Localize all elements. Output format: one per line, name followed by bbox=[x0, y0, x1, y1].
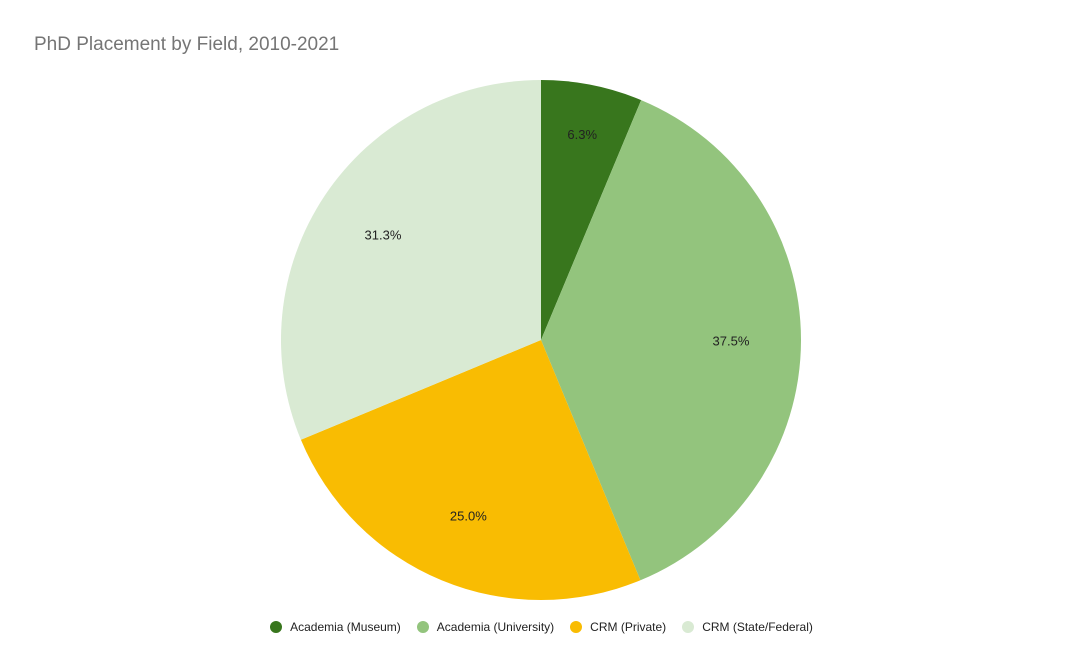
legend-swatch bbox=[682, 621, 695, 633]
slice-academia-university[interactable] bbox=[541, 100, 801, 581]
legend-item-academia-museum[interactable]: Academia (Museum) bbox=[270, 620, 401, 634]
legend-label: CRM (Private) bbox=[590, 620, 667, 634]
legend-item-crm-private[interactable]: CRM (Private) bbox=[570, 620, 666, 634]
slice-label-crm-state-federal: 31.3% bbox=[365, 228, 402, 243]
legend-item-crm-state-federal[interactable]: CRM (State/Federal) bbox=[682, 620, 813, 634]
legend-swatch bbox=[416, 621, 429, 633]
legend-item-academia-university[interactable]: Academia (University) bbox=[416, 620, 555, 634]
slice-label-academia-university: 37.5% bbox=[713, 333, 750, 348]
chart-title: PhD Placement by Field, 2010-2021 bbox=[34, 34, 340, 55]
slice-crm-state-federal[interactable] bbox=[281, 80, 541, 440]
legend-swatch bbox=[570, 621, 583, 633]
slice-label-academia-museum: 6.3% bbox=[567, 127, 597, 142]
legend-label: Academia (University) bbox=[436, 620, 555, 634]
slice-label-crm-private: 25.0% bbox=[450, 509, 487, 524]
slice-crm-private[interactable] bbox=[300, 340, 641, 600]
legend-label: CRM (State/Federal) bbox=[702, 620, 813, 634]
legend-label: Academia (Museum) bbox=[290, 620, 401, 634]
legend-swatch bbox=[270, 621, 283, 633]
slice-academia-museum[interactable] bbox=[541, 80, 642, 340]
legend: Academia (Museum) Academia (University) … bbox=[0, 620, 1083, 634]
